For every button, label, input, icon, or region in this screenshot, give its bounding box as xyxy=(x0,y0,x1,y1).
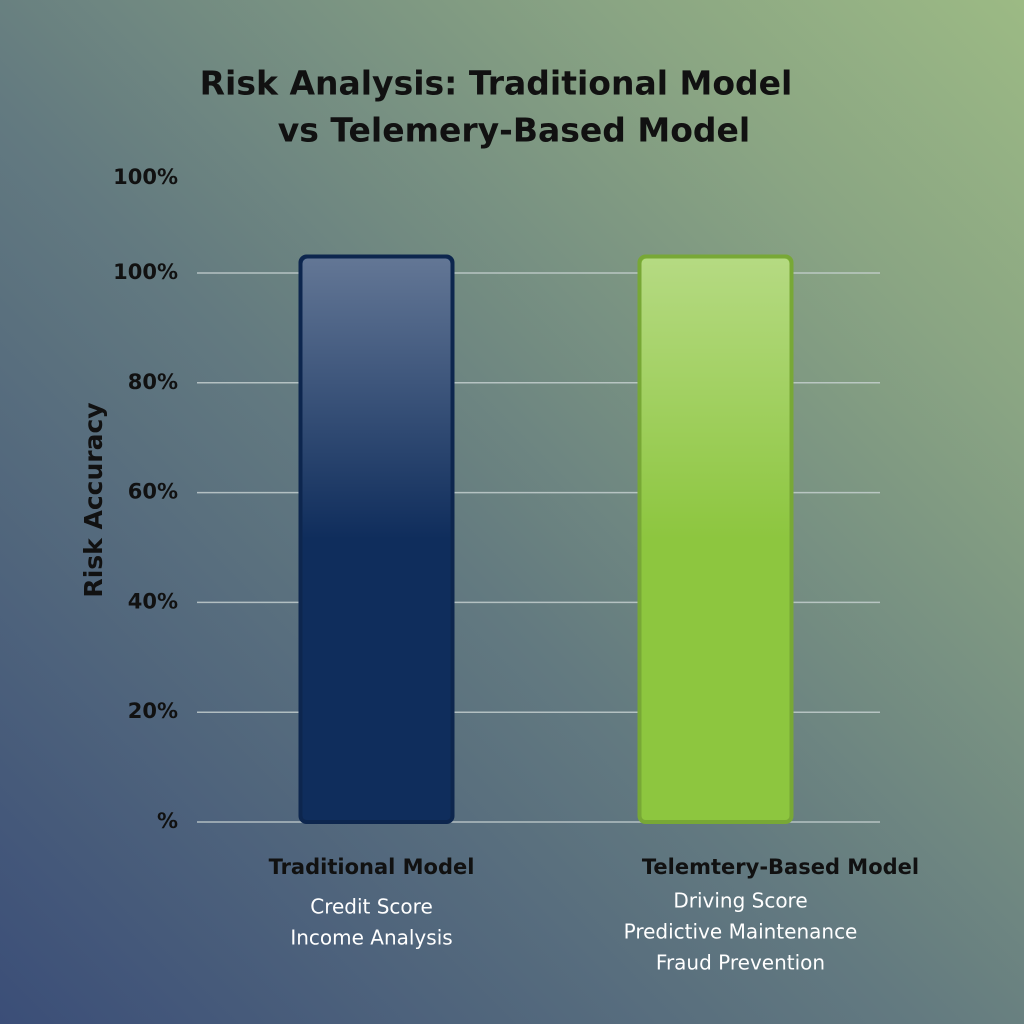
y-axis-extra-label: 100% xyxy=(113,165,178,189)
chart-title: vs Telemery-Based Model xyxy=(278,111,750,150)
category-detail: Driving Score xyxy=(673,889,807,913)
bar-sheen xyxy=(302,258,451,820)
x-tick-label: Traditional Model xyxy=(269,855,475,879)
category-detail: Predictive Maintenance xyxy=(624,920,858,944)
y-tick-label: % xyxy=(157,809,178,833)
y-tick-label: 100% xyxy=(113,260,178,284)
y-tick-label: 80% xyxy=(128,370,178,394)
y-tick-label: 40% xyxy=(128,589,178,613)
category-detail: Income Analysis xyxy=(290,926,452,950)
y-tick-label: 60% xyxy=(128,480,178,504)
x-tick-label: Telemtery-Based Model xyxy=(642,855,919,879)
y-tick-label: 20% xyxy=(128,699,178,723)
y-axis-title: Risk Accuracy xyxy=(79,402,108,597)
bar-sheen xyxy=(641,258,790,820)
chart-title: Risk Analysis: Traditional Model xyxy=(200,64,793,103)
category-detail: Credit Score xyxy=(310,895,433,919)
category-detail: Fraud Prevention xyxy=(656,951,825,975)
